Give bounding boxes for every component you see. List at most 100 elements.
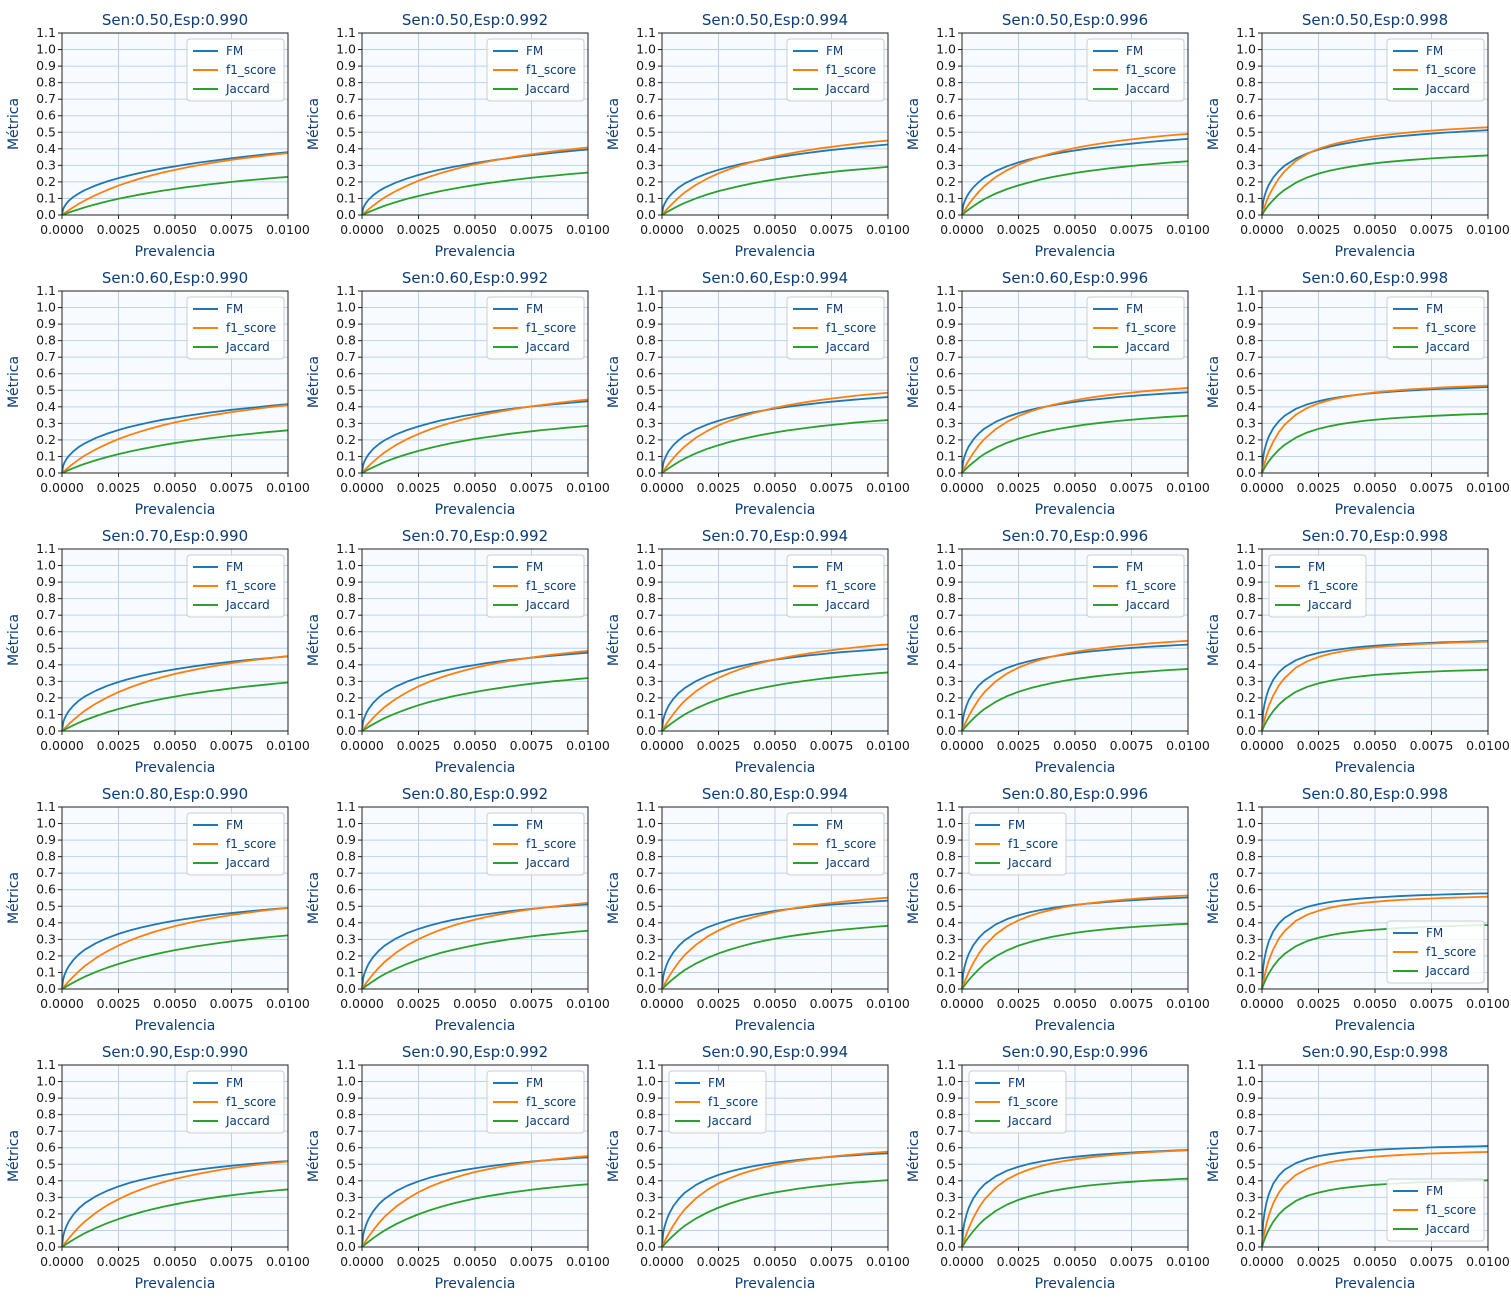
legend: FM f1_score Jaccard bbox=[486, 812, 585, 876]
series-line-fm bbox=[61, 1160, 289, 1248]
x-axis-label: Prevalencia bbox=[435, 502, 516, 518]
x-tick-label: 0.0100 bbox=[1166, 996, 1210, 1011]
legend: FM f1_score Jaccard bbox=[786, 812, 885, 876]
y-tick-label: 1.0 bbox=[36, 1074, 56, 1089]
y-tick-label: 0.8 bbox=[636, 849, 656, 864]
subplot-title: Sen:0.60,Esp:0.990 bbox=[102, 269, 248, 287]
x-axis-label: Prevalencia bbox=[735, 760, 816, 776]
legend-entry: Jaccard bbox=[825, 82, 870, 96]
y-tick-label: 0.9 bbox=[336, 832, 356, 847]
legend-entry: FM bbox=[1426, 302, 1443, 316]
y-tick-label: 1.0 bbox=[336, 42, 356, 57]
series-line-f1_score bbox=[61, 907, 289, 990]
legend-entry: f1_score bbox=[1426, 321, 1476, 335]
series-line-f1_score bbox=[661, 139, 889, 216]
y-tick-label: 0.4 bbox=[636, 915, 656, 930]
legend: FM f1_score Jaccard bbox=[786, 296, 885, 360]
y-tick-label: 0.7 bbox=[1236, 349, 1256, 364]
legend-entry: f1_score bbox=[226, 63, 276, 77]
x-tick-label: 0.0000 bbox=[940, 738, 984, 753]
y-tick-label: 0.0 bbox=[36, 207, 56, 222]
x-axis-label: Prevalencia bbox=[135, 502, 216, 518]
x-tick-label: 0.0050 bbox=[453, 480, 497, 495]
legend-entry: Jaccard bbox=[1125, 598, 1170, 612]
x-tick-label: 0.0025 bbox=[997, 738, 1041, 753]
y-tick-label: 0.3 bbox=[1236, 157, 1256, 172]
legend: FM f1_score Jaccard bbox=[1386, 296, 1485, 360]
x-tick-label: 0.0100 bbox=[266, 222, 310, 237]
y-tick-label: 0.5 bbox=[336, 1156, 356, 1171]
series-line-jaccard bbox=[361, 1183, 589, 1248]
series-line-f1_score bbox=[961, 133, 1189, 216]
legend-entry: f1_score bbox=[1126, 321, 1176, 335]
y-axis-label: Métrica bbox=[606, 98, 622, 150]
x-tick-label: 0.0050 bbox=[1353, 1254, 1397, 1269]
x-tick-label: 0.0000 bbox=[40, 738, 84, 753]
y-tick-label: 0.3 bbox=[936, 1189, 956, 1204]
subplot: 0.0 0.10.2 0.30.4 0.50.6 0.70.8 0.91.0 1.1 0.00… bbox=[906, 11, 1210, 260]
series-line-jaccard bbox=[361, 677, 589, 732]
series-line-fm bbox=[661, 647, 889, 732]
x-tick-label: 0.0075 bbox=[810, 996, 854, 1011]
legend-box bbox=[786, 554, 885, 618]
y-tick-label: 0.3 bbox=[336, 931, 356, 946]
y-tick-label: 0.6 bbox=[36, 882, 56, 897]
y-tick-label: 0.7 bbox=[1236, 865, 1256, 880]
subplot-title: Sen:0.90,Esp:0.992 bbox=[402, 1043, 548, 1061]
x-tick-label: 0.0100 bbox=[866, 1254, 910, 1269]
legend-entry: f1_score bbox=[1126, 63, 1176, 77]
y-axis-label: Métrica bbox=[1206, 1130, 1222, 1182]
y-tick-label: 0.5 bbox=[636, 124, 656, 139]
y-tick-label: 1.1 bbox=[1236, 1057, 1256, 1072]
legend-entry: FM bbox=[526, 302, 543, 316]
y-tick-label: 1.1 bbox=[1236, 25, 1256, 40]
x-tick-label: 0.0050 bbox=[1053, 480, 1097, 495]
y-axis-label: Métrica bbox=[6, 98, 22, 150]
y-tick-label: 0.8 bbox=[636, 591, 656, 606]
legend-entry: f1_score bbox=[1426, 945, 1476, 959]
subplot-title: Sen:0.70,Esp:0.992 bbox=[402, 527, 548, 545]
series-line-jaccard bbox=[1261, 668, 1489, 732]
legend-entry: f1_score bbox=[826, 837, 876, 851]
y-tick-label: 0.2 bbox=[336, 432, 356, 447]
legend-entry: f1_score bbox=[226, 837, 276, 851]
y-tick-label: 0.3 bbox=[36, 673, 56, 688]
legend-box bbox=[186, 1070, 285, 1134]
y-tick-label: 0.4 bbox=[1236, 399, 1256, 414]
series-line-jaccard bbox=[361, 929, 589, 990]
subplot: 0.0 0.10.2 0.30.4 0.50.6 0.70.8 0.91.0 1.1 0.00… bbox=[306, 1043, 610, 1292]
subplot: 0.0 0.10.2 0.30.4 0.50.6 0.70.8 0.91.0 1.1 0.00… bbox=[606, 527, 910, 776]
y-tick-label: 0.6 bbox=[936, 366, 956, 381]
legend: FM f1_score Jaccard bbox=[186, 1070, 285, 1134]
y-tick-label: 0.9 bbox=[936, 574, 956, 589]
legend-box bbox=[786, 38, 885, 102]
legend: FM f1_score Jaccard bbox=[186, 296, 285, 360]
y-tick-label: 0.9 bbox=[36, 316, 56, 331]
x-tick-label: 0.0025 bbox=[997, 996, 1041, 1011]
series-line-fm bbox=[661, 899, 889, 990]
legend-entry: FM bbox=[826, 44, 843, 58]
y-tick-label: 1.1 bbox=[36, 25, 56, 40]
series-line-fm bbox=[1261, 892, 1489, 990]
y-tick-label: 0.6 bbox=[36, 108, 56, 123]
subplot-title: Sen:0.80,Esp:0.994 bbox=[702, 785, 848, 803]
legend-entry: Jaccard bbox=[1007, 856, 1052, 870]
x-tick-label: 0.0050 bbox=[153, 222, 197, 237]
y-tick-label: 0.2 bbox=[936, 948, 956, 963]
y-tick-label: 0.9 bbox=[936, 1090, 956, 1105]
x-tick-label: 0.0075 bbox=[810, 222, 854, 237]
legend-entry: f1_score bbox=[526, 837, 576, 851]
legend-entry: Jaccard bbox=[225, 598, 270, 612]
x-tick-label: 0.0050 bbox=[453, 996, 497, 1011]
x-tick-label: 0.0075 bbox=[1110, 738, 1154, 753]
y-tick-label: 1.0 bbox=[336, 558, 356, 573]
subplot: 0.0 0.10.2 0.30.4 0.50.6 0.70.8 0.91.0 1.1 0.00… bbox=[606, 1043, 910, 1292]
y-axis-label: Métrica bbox=[1206, 614, 1222, 666]
y-tick-label: 0.5 bbox=[636, 382, 656, 397]
x-tick-label: 0.0050 bbox=[453, 738, 497, 753]
legend-entry: f1_score bbox=[708, 1095, 758, 1109]
subplot-title: Sen:0.60,Esp:0.998 bbox=[1302, 269, 1448, 287]
y-tick-label: 0.9 bbox=[636, 316, 656, 331]
x-tick-label: 0.0025 bbox=[697, 996, 741, 1011]
